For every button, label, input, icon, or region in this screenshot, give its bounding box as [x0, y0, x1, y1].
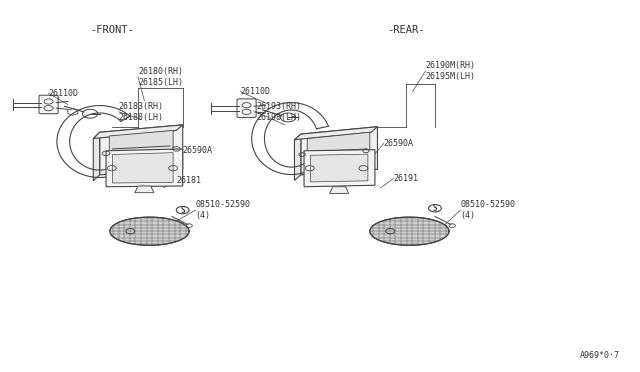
Polygon shape [106, 149, 182, 187]
Polygon shape [304, 150, 375, 187]
Polygon shape [135, 186, 154, 193]
Polygon shape [93, 125, 182, 138]
Text: 08510-52590
(4): 08510-52590 (4) [461, 200, 515, 220]
Text: 26590A: 26590A [384, 139, 414, 148]
Polygon shape [110, 217, 189, 245]
Polygon shape [330, 187, 349, 193]
Polygon shape [113, 153, 173, 183]
Text: S: S [180, 206, 185, 215]
Text: 08510-52590
(4): 08510-52590 (4) [195, 200, 250, 220]
Text: -FRONT-: -FRONT- [91, 25, 134, 35]
Polygon shape [301, 127, 378, 175]
Text: 26191: 26191 [394, 174, 419, 183]
FancyBboxPatch shape [39, 95, 58, 114]
Text: 26193(RH)
26198(LH): 26193(RH) 26198(LH) [256, 102, 301, 122]
Text: 26590A: 26590A [182, 146, 212, 155]
Polygon shape [93, 132, 100, 181]
Polygon shape [100, 125, 182, 175]
Text: 26190M(RH)
26195M(LH): 26190M(RH) 26195M(LH) [426, 61, 476, 81]
Text: 26110D: 26110D [49, 89, 79, 98]
Text: 26181: 26181 [176, 176, 202, 185]
Text: -REAR-: -REAR- [387, 25, 425, 35]
Polygon shape [109, 131, 173, 164]
Text: S: S [433, 204, 437, 213]
Text: 26180(RH)
26185(LH): 26180(RH) 26185(LH) [138, 67, 183, 87]
Polygon shape [307, 132, 370, 169]
Text: 26183(RH)
26188(LH): 26183(RH) 26188(LH) [119, 102, 164, 122]
Text: A969*0·7: A969*0·7 [580, 351, 620, 360]
Polygon shape [310, 154, 368, 182]
Polygon shape [294, 134, 301, 180]
FancyBboxPatch shape [237, 99, 256, 118]
Text: 26110D: 26110D [240, 87, 270, 96]
Polygon shape [294, 127, 378, 140]
Polygon shape [370, 217, 449, 245]
